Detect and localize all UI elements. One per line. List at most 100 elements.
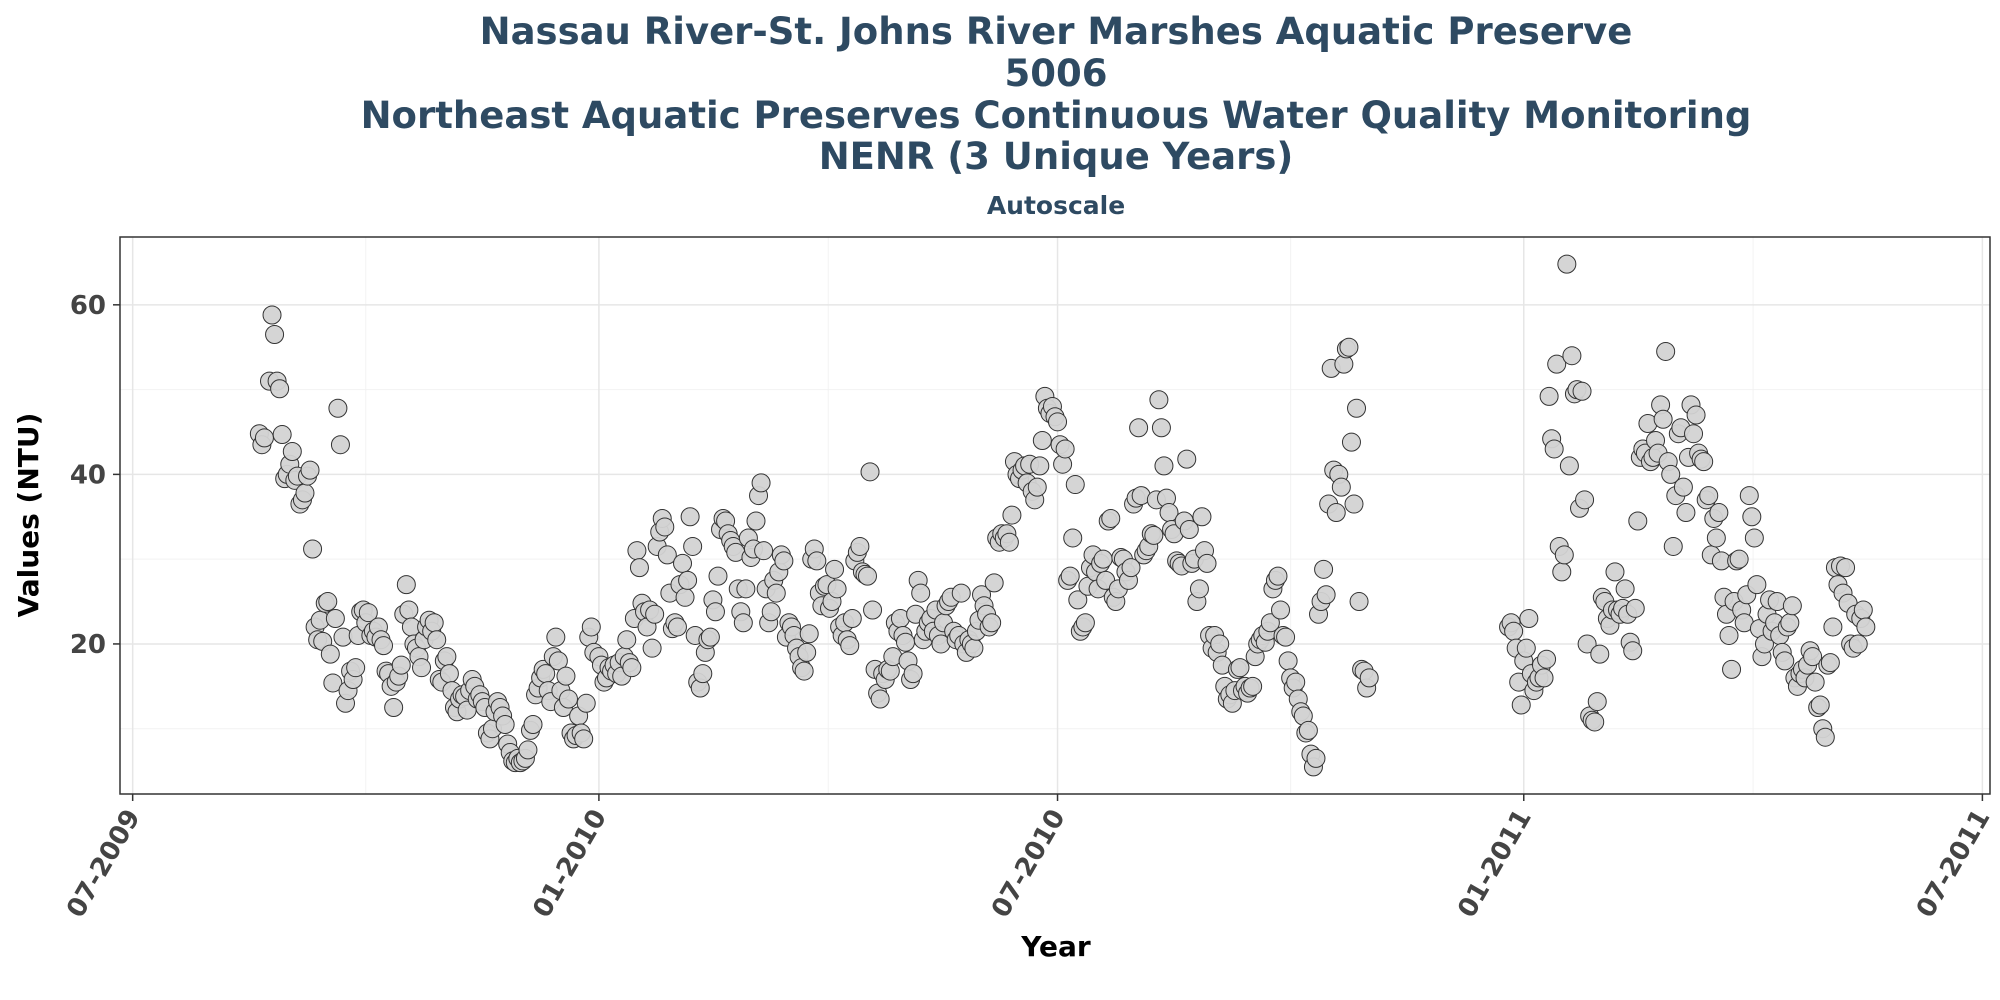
data-point bbox=[622, 658, 642, 678]
data-point bbox=[396, 575, 416, 595]
chart-title-line-3: Northeast Aquatic Preserves Continuous W… bbox=[361, 94, 1752, 137]
data-point bbox=[424, 613, 444, 633]
data-point bbox=[1516, 638, 1536, 658]
data-point bbox=[1559, 456, 1579, 476]
data-point bbox=[1590, 644, 1610, 664]
data-point bbox=[1260, 613, 1280, 633]
data-point bbox=[1673, 477, 1693, 497]
data-point bbox=[1504, 621, 1524, 641]
data-point bbox=[708, 566, 728, 586]
data-point bbox=[1615, 579, 1635, 599]
data-point bbox=[1605, 562, 1625, 582]
x-tick-label: 01-2010 bbox=[527, 805, 613, 923]
data-point bbox=[754, 541, 774, 561]
data-point bbox=[1742, 507, 1762, 527]
data-point bbox=[1709, 503, 1729, 523]
data-point bbox=[774, 551, 794, 571]
data-point bbox=[911, 583, 931, 603]
data-point bbox=[1341, 432, 1361, 452]
data-point bbox=[1063, 528, 1083, 548]
data-point bbox=[318, 592, 338, 612]
data-point bbox=[1271, 600, 1291, 620]
data-point bbox=[548, 651, 568, 671]
data-point bbox=[1278, 651, 1298, 671]
data-point bbox=[896, 632, 916, 652]
data-point bbox=[825, 559, 845, 579]
data-point bbox=[1068, 590, 1088, 610]
data-point bbox=[1744, 528, 1764, 548]
data-point bbox=[323, 673, 343, 693]
data-point bbox=[412, 658, 432, 678]
data-point bbox=[1853, 600, 1873, 620]
data-point bbox=[645, 604, 665, 624]
data-point bbox=[1179, 519, 1199, 539]
data-point bbox=[374, 636, 394, 656]
data-point bbox=[295, 483, 315, 503]
data-point bbox=[1628, 511, 1648, 531]
data-point bbox=[1177, 449, 1197, 469]
data-point bbox=[325, 609, 345, 629]
data-point bbox=[1575, 490, 1595, 510]
x-axis-ticks: 07-2009 01-2010 07-2010 01-2011 07-2011 bbox=[61, 794, 1996, 923]
data-point bbox=[1739, 486, 1759, 506]
data-point bbox=[1557, 254, 1577, 274]
data-point bbox=[439, 664, 459, 684]
x-axis-title: Year bbox=[1020, 930, 1091, 963]
data-point bbox=[1803, 647, 1823, 667]
data-point bbox=[827, 579, 847, 599]
data-point bbox=[1129, 418, 1149, 438]
chart-titles: Nassau River-St. Johns River Marshes Aqu… bbox=[361, 10, 1752, 220]
data-point bbox=[746, 511, 766, 531]
data-point bbox=[1030, 456, 1050, 476]
data-point bbox=[642, 638, 662, 658]
data-point bbox=[1534, 668, 1554, 688]
data-point bbox=[1189, 579, 1209, 599]
data-point bbox=[680, 507, 700, 527]
data-point bbox=[673, 553, 693, 573]
data-point bbox=[1552, 562, 1572, 582]
data-point bbox=[1722, 659, 1742, 679]
data-point bbox=[807, 551, 827, 571]
data-point bbox=[1314, 559, 1334, 579]
data-point bbox=[683, 536, 703, 556]
data-point bbox=[629, 558, 649, 578]
data-point bbox=[1684, 424, 1704, 444]
x-tick-label: 07-2010 bbox=[986, 805, 1072, 923]
data-point bbox=[964, 638, 984, 658]
data-point bbox=[272, 425, 292, 445]
data-point bbox=[262, 305, 282, 325]
x-tick-label: 07-2011 bbox=[1911, 805, 1997, 923]
x-tick-label: 01-2011 bbox=[1452, 805, 1538, 923]
data-point bbox=[860, 462, 880, 482]
data-point bbox=[270, 379, 290, 399]
data-point bbox=[1192, 507, 1212, 527]
data-point bbox=[399, 600, 419, 620]
data-point bbox=[1121, 558, 1141, 578]
data-point bbox=[1268, 566, 1288, 586]
data-point bbox=[1805, 672, 1825, 692]
data-point bbox=[1344, 494, 1364, 514]
data-points bbox=[249, 254, 1876, 777]
data-point bbox=[693, 664, 713, 684]
data-point bbox=[1676, 503, 1696, 523]
chart-title-line-4: NENR (3 Unique Years) bbox=[819, 135, 1294, 178]
y-tick-label: 20 bbox=[70, 630, 106, 660]
data-point bbox=[870, 689, 890, 709]
data-point bbox=[1326, 503, 1346, 523]
data-point bbox=[1577, 634, 1597, 654]
data-point bbox=[1093, 549, 1113, 569]
data-point bbox=[1060, 566, 1080, 586]
data-point bbox=[1359, 668, 1379, 688]
data-point bbox=[1656, 341, 1676, 361]
data-point bbox=[678, 570, 698, 590]
data-point bbox=[1027, 477, 1047, 497]
data-point bbox=[794, 661, 814, 681]
data-point bbox=[1562, 346, 1582, 366]
data-point bbox=[1554, 545, 1574, 565]
chart-title-line-1: Nassau River-St. Johns River Marshes Aqu… bbox=[480, 10, 1633, 53]
data-point bbox=[761, 602, 781, 622]
data-point bbox=[850, 536, 870, 556]
data-point bbox=[1585, 712, 1605, 732]
data-point bbox=[1151, 418, 1171, 438]
data-point bbox=[1836, 558, 1856, 578]
